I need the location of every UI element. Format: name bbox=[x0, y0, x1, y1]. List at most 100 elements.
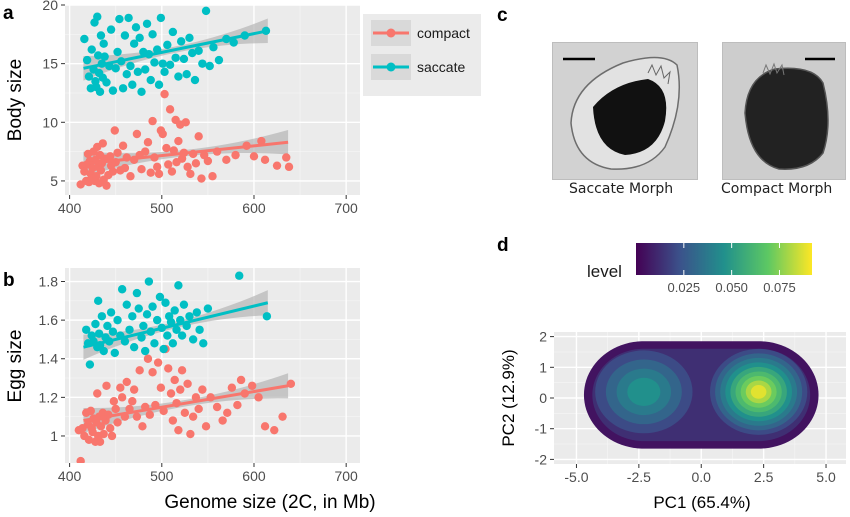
y-tick-label: 1.8 bbox=[39, 274, 59, 290]
point-compact bbox=[162, 143, 171, 153]
point-saccate bbox=[172, 325, 181, 334]
point-saccate bbox=[188, 335, 198, 344]
point-compact bbox=[180, 408, 190, 418]
point-compact bbox=[188, 412, 198, 421]
point-saccate bbox=[87, 45, 96, 54]
point-saccate bbox=[148, 30, 157, 39]
point-compact bbox=[170, 375, 179, 385]
chart-b-yticks: 1 1.2 1.4 1.6 1.8 bbox=[39, 274, 65, 444]
chart-d-xticks: -5.0 -2.5 0.0 2.5 5.0 bbox=[564, 464, 836, 485]
point-saccate bbox=[174, 281, 183, 290]
point-saccate bbox=[120, 337, 130, 346]
point-saccate bbox=[117, 285, 127, 294]
chart-a-fits bbox=[83, 29, 289, 166]
legend-item-saccate: saccate bbox=[371, 54, 465, 80]
point-compact bbox=[194, 404, 203, 414]
legend-swatch-saccate bbox=[386, 62, 396, 72]
y-tick-label: 1 bbox=[50, 428, 58, 444]
y-tick-label: 15 bbox=[42, 56, 58, 72]
x-tick-label: 400 bbox=[58, 200, 82, 216]
point-compact bbox=[96, 422, 106, 431]
point-compact bbox=[183, 162, 192, 172]
chart-a-xticks: 400 500 600 700 bbox=[58, 195, 358, 216]
legend-swatch-compact bbox=[386, 28, 396, 38]
point-compact bbox=[176, 385, 185, 394]
x-tick-label: 600 bbox=[242, 468, 266, 484]
point-saccate bbox=[99, 39, 108, 48]
point-compact bbox=[177, 366, 187, 375]
legend-label-compact: compact bbox=[417, 25, 470, 41]
chart-d-xlabel: PC1 (65.4%) bbox=[653, 493, 750, 512]
point-compact bbox=[260, 422, 270, 431]
legend-label-saccate: saccate bbox=[417, 59, 465, 75]
point-compact bbox=[227, 383, 237, 392]
x-tick-label: 700 bbox=[334, 468, 358, 484]
x-tick-label: 400 bbox=[58, 468, 82, 484]
point-compact bbox=[107, 431, 117, 441]
compact-morph-caption: Compact Morph bbox=[721, 181, 833, 197]
chart-a: 5 10 15 20 400 500 600 700 Body size compact s… bbox=[5, 0, 481, 216]
chart-d-contours bbox=[583, 341, 819, 449]
legend-item-compact: compact bbox=[371, 20, 470, 46]
point-saccate bbox=[113, 315, 122, 325]
point-compact bbox=[282, 153, 291, 162]
point-saccate bbox=[192, 308, 202, 317]
y-tick-label: 5 bbox=[50, 173, 58, 189]
point-saccate bbox=[174, 72, 183, 81]
x-tick-label: -2.5 bbox=[627, 469, 651, 485]
y-tick-label: 0 bbox=[539, 390, 547, 406]
point-compact bbox=[143, 138, 153, 147]
colorbar-ticks: 0.025 0.050 0.075 bbox=[668, 243, 796, 295]
panel-label-a: a bbox=[3, 3, 14, 24]
point-compact bbox=[186, 429, 195, 439]
point-saccate bbox=[82, 325, 91, 334]
point-compact bbox=[218, 416, 227, 425]
point-compact bbox=[138, 422, 147, 431]
point-compact bbox=[128, 397, 137, 406]
point-compact bbox=[191, 159, 201, 168]
x-tick-label: -5.0 bbox=[564, 469, 588, 485]
point-compact bbox=[105, 424, 115, 433]
point-saccate bbox=[209, 43, 218, 52]
point-compact bbox=[223, 408, 232, 418]
point-saccate bbox=[85, 360, 95, 369]
chart-b-points bbox=[74, 271, 296, 463]
point-saccate bbox=[179, 54, 189, 64]
point-saccate bbox=[118, 84, 128, 93]
point-compact bbox=[247, 381, 257, 390]
colorbar-tick-label: 0.075 bbox=[763, 280, 796, 295]
point-saccate bbox=[185, 312, 194, 321]
point-compact bbox=[257, 136, 266, 146]
point-saccate bbox=[170, 306, 179, 315]
point-compact bbox=[158, 129, 167, 139]
point-saccate bbox=[168, 339, 178, 348]
y-tick-label: 1.2 bbox=[39, 389, 59, 405]
panel-label-d: d bbox=[497, 235, 509, 256]
point-compact bbox=[105, 152, 115, 161]
point-compact bbox=[137, 164, 146, 174]
point-saccate bbox=[177, 331, 187, 340]
point-saccate bbox=[131, 23, 141, 32]
point-compact bbox=[174, 425, 183, 435]
point-saccate bbox=[94, 329, 104, 338]
point-saccate bbox=[135, 33, 144, 43]
point-saccate bbox=[129, 39, 139, 48]
point-compact bbox=[270, 425, 279, 435]
point-compact bbox=[231, 150, 240, 160]
x-tick-label: 700 bbox=[334, 200, 358, 216]
y-tick-label: 20 bbox=[42, 0, 58, 13]
point-saccate bbox=[198, 59, 207, 68]
point-compact bbox=[113, 148, 122, 157]
point-saccate bbox=[188, 48, 197, 58]
point-saccate bbox=[185, 33, 194, 43]
x-tick-label: 500 bbox=[150, 200, 174, 216]
point-saccate bbox=[163, 40, 172, 50]
point-compact bbox=[132, 129, 142, 139]
point-saccate bbox=[159, 344, 168, 354]
point-compact bbox=[109, 397, 119, 406]
y-tick-label: 10 bbox=[42, 114, 58, 130]
chart-d: level 0.025 0.050 0.075 -2 -1 0 1 2 -5.0 -2.5 0.… bbox=[499, 243, 846, 512]
y-tick-label: 1 bbox=[539, 359, 547, 375]
density-band-right bbox=[750, 384, 767, 399]
point-saccate bbox=[156, 13, 166, 23]
